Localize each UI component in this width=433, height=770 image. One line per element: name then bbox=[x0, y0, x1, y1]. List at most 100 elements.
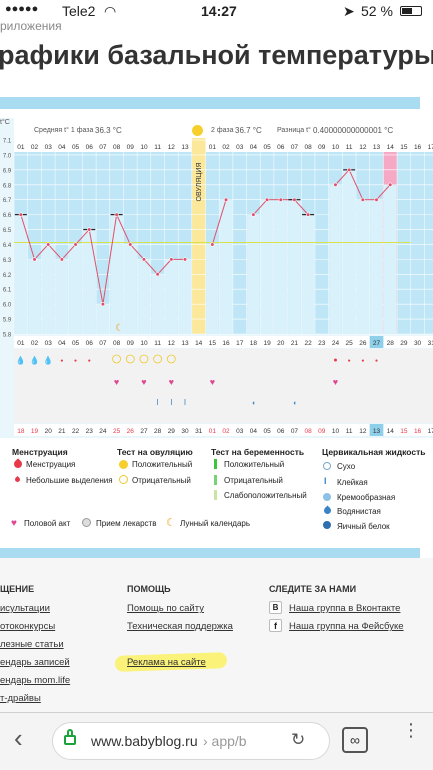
temp-point bbox=[306, 212, 311, 217]
legend-cerv-2: Клейкая bbox=[337, 478, 368, 487]
help-link[interactable]: Помощь по сайту bbox=[127, 603, 204, 614]
cycle-day-label: 04 bbox=[250, 144, 258, 151]
calendar-date: 25 bbox=[113, 428, 121, 435]
cycle-day-label: 05 bbox=[263, 144, 271, 151]
calendar-date: 11 bbox=[346, 428, 353, 435]
back-icon[interactable]: ‹ bbox=[14, 723, 23, 753]
y-tick-label: 6.4 bbox=[3, 243, 12, 249]
support-link[interactable]: Техническая поддержка bbox=[127, 621, 233, 632]
cycle-day-label: 08 bbox=[305, 144, 313, 151]
calendar-date: 09 bbox=[318, 428, 326, 435]
temp-point bbox=[374, 197, 379, 202]
legend-ovu-title: Тест на овуляцию bbox=[117, 447, 193, 457]
vk-icon[interactable]: В bbox=[269, 601, 282, 614]
temp-point bbox=[46, 242, 51, 247]
temp-point bbox=[128, 242, 133, 247]
temp-bar bbox=[14, 214, 28, 334]
sticky-icon: I bbox=[157, 398, 159, 407]
temp-line bbox=[61, 244, 76, 260]
facebook-icon[interactable]: f bbox=[269, 619, 282, 632]
battery-percent: 52 % bbox=[361, 3, 393, 19]
today-cal-cell bbox=[369, 424, 384, 436]
date-label: 20 bbox=[277, 340, 285, 347]
calendar-date: 16 bbox=[414, 428, 422, 435]
footer-link[interactable]: лезные статьи bbox=[0, 639, 64, 650]
legend-cerv-3: Кремообразная bbox=[337, 493, 396, 502]
temp-bar bbox=[123, 244, 137, 334]
legend-cerv-4: Водянистая bbox=[337, 507, 381, 516]
clock: 14:27 bbox=[201, 3, 237, 19]
footer-col1-title: ЩЕНИЕ bbox=[0, 584, 35, 594]
footer-link[interactable]: т-драйвы bbox=[0, 693, 41, 704]
calendar-date: 14 bbox=[387, 428, 395, 435]
cycle-day-label: 15 bbox=[400, 144, 408, 151]
temp-point bbox=[169, 257, 174, 262]
sun-outline-icon bbox=[139, 354, 149, 364]
footer-stripe bbox=[0, 548, 420, 558]
cycle-day-label: 13 bbox=[181, 144, 189, 151]
calendar-date: 05 bbox=[263, 428, 271, 435]
symbols-area bbox=[14, 349, 433, 423]
small-drop-icon: ● bbox=[88, 358, 91, 364]
temp-bar bbox=[55, 259, 69, 334]
vk-link[interactable]: Наша группа в Вконтакте bbox=[289, 603, 401, 614]
cycle-day-label: 06 bbox=[277, 144, 285, 151]
footer-link[interactable]: ендарь mom.life bbox=[0, 675, 71, 686]
calendar-date: 21 bbox=[58, 428, 66, 435]
ovulation-label: ОВУЛЯЦИЯ bbox=[196, 162, 203, 201]
ovulation-column bbox=[191, 138, 206, 334]
cycle-day-label: 13 bbox=[373, 144, 381, 151]
temp-bar bbox=[370, 199, 383, 334]
heart-icon: ♥ bbox=[114, 377, 119, 387]
footer-link[interactable]: отоконкурсы bbox=[0, 621, 56, 632]
address-bar[interactable]: www.babyblog.ru › app/b ↻ bbox=[52, 722, 330, 760]
url-path: › app/b bbox=[203, 733, 247, 749]
cycle-day-label: 11 bbox=[154, 144, 161, 151]
temp-line bbox=[335, 169, 350, 186]
temp-point bbox=[388, 182, 393, 187]
cycle-day-label: 10 bbox=[332, 144, 340, 151]
fb-link[interactable]: Наша группа на Фейсбуке bbox=[289, 621, 404, 632]
temp-bar bbox=[110, 214, 123, 334]
breadcrumb[interactable]: риложения bbox=[0, 19, 62, 33]
small-drop-icon: ● bbox=[375, 358, 378, 364]
sun-outline-icon bbox=[119, 475, 128, 484]
reload-icon[interactable]: ↻ bbox=[291, 730, 306, 749]
cycle-day-label: 17 bbox=[428, 144, 433, 151]
temp-line bbox=[20, 214, 35, 260]
temp-point bbox=[210, 242, 215, 247]
y-tick-label: 6.2 bbox=[3, 273, 12, 279]
temp-bar bbox=[383, 184, 397, 334]
tabs-icon[interactable]: ∞ bbox=[342, 727, 368, 753]
calendar-date: 07 bbox=[291, 428, 299, 435]
date-label: 19 bbox=[263, 340, 271, 347]
legend-menses-1: Менструация bbox=[26, 460, 76, 469]
date-label: 01 bbox=[17, 340, 25, 347]
temp-point bbox=[59, 257, 64, 262]
browser-toolbar: ‹ www.babyblog.ru › app/b ↻ ∞ ⋮ bbox=[0, 712, 433, 770]
phase2-value: 36.7 °C bbox=[235, 126, 262, 135]
calendar-date: 17 bbox=[428, 428, 433, 435]
menu-icon[interactable]: ⋮ bbox=[402, 720, 420, 740]
sun-outline-icon bbox=[153, 354, 163, 364]
calendar-date: 03 bbox=[236, 428, 244, 435]
temp-line bbox=[376, 184, 391, 201]
ads-link[interactable]: Реклама на сайте bbox=[127, 657, 206, 668]
moon-icon: ☾ bbox=[166, 517, 176, 529]
date-label: 07 bbox=[99, 340, 107, 347]
temp-line bbox=[211, 199, 227, 245]
lock-shackle bbox=[67, 729, 73, 736]
cycle-day-label: 08 bbox=[113, 144, 121, 151]
temp-bar bbox=[137, 259, 151, 334]
sun-icon bbox=[119, 460, 128, 469]
temp-bar bbox=[274, 199, 288, 334]
temp-bar bbox=[247, 214, 260, 334]
watery-icon: ◖ bbox=[251, 400, 255, 407]
footer-link[interactable]: ендарь записей bbox=[0, 657, 70, 668]
footer-link[interactable]: исультации bbox=[0, 603, 50, 614]
y-tick-label: 7.0 bbox=[3, 153, 12, 159]
drop-icon: 💧 bbox=[16, 355, 26, 365]
temp-bar bbox=[356, 199, 370, 334]
temp-point bbox=[278, 197, 283, 202]
